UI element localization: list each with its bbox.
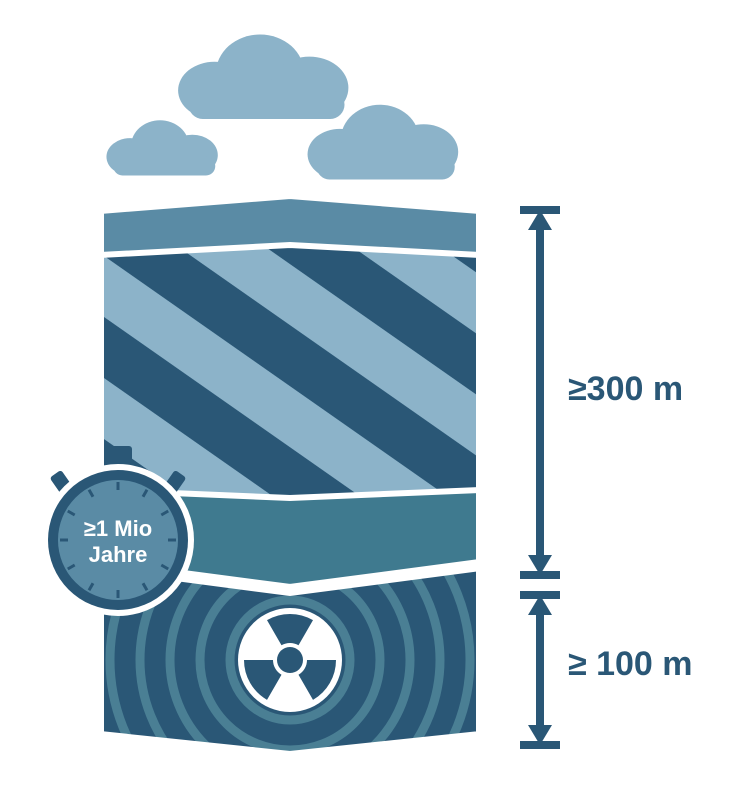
dim-lower-label: ≥ 100 m <box>568 645 693 683</box>
cloud-icon <box>106 120 217 175</box>
stopwatch-line1: ≥1 Mio <box>84 516 152 541</box>
cloud-icon <box>178 35 348 120</box>
radiation-icon <box>238 608 342 712</box>
dim-lower: ≥ 100 m <box>520 595 693 745</box>
dim-upper: ≥300 m <box>520 210 683 575</box>
dim-upper-label: ≥300 m <box>568 370 683 408</box>
stopwatch-line2: Jahre <box>89 542 148 567</box>
